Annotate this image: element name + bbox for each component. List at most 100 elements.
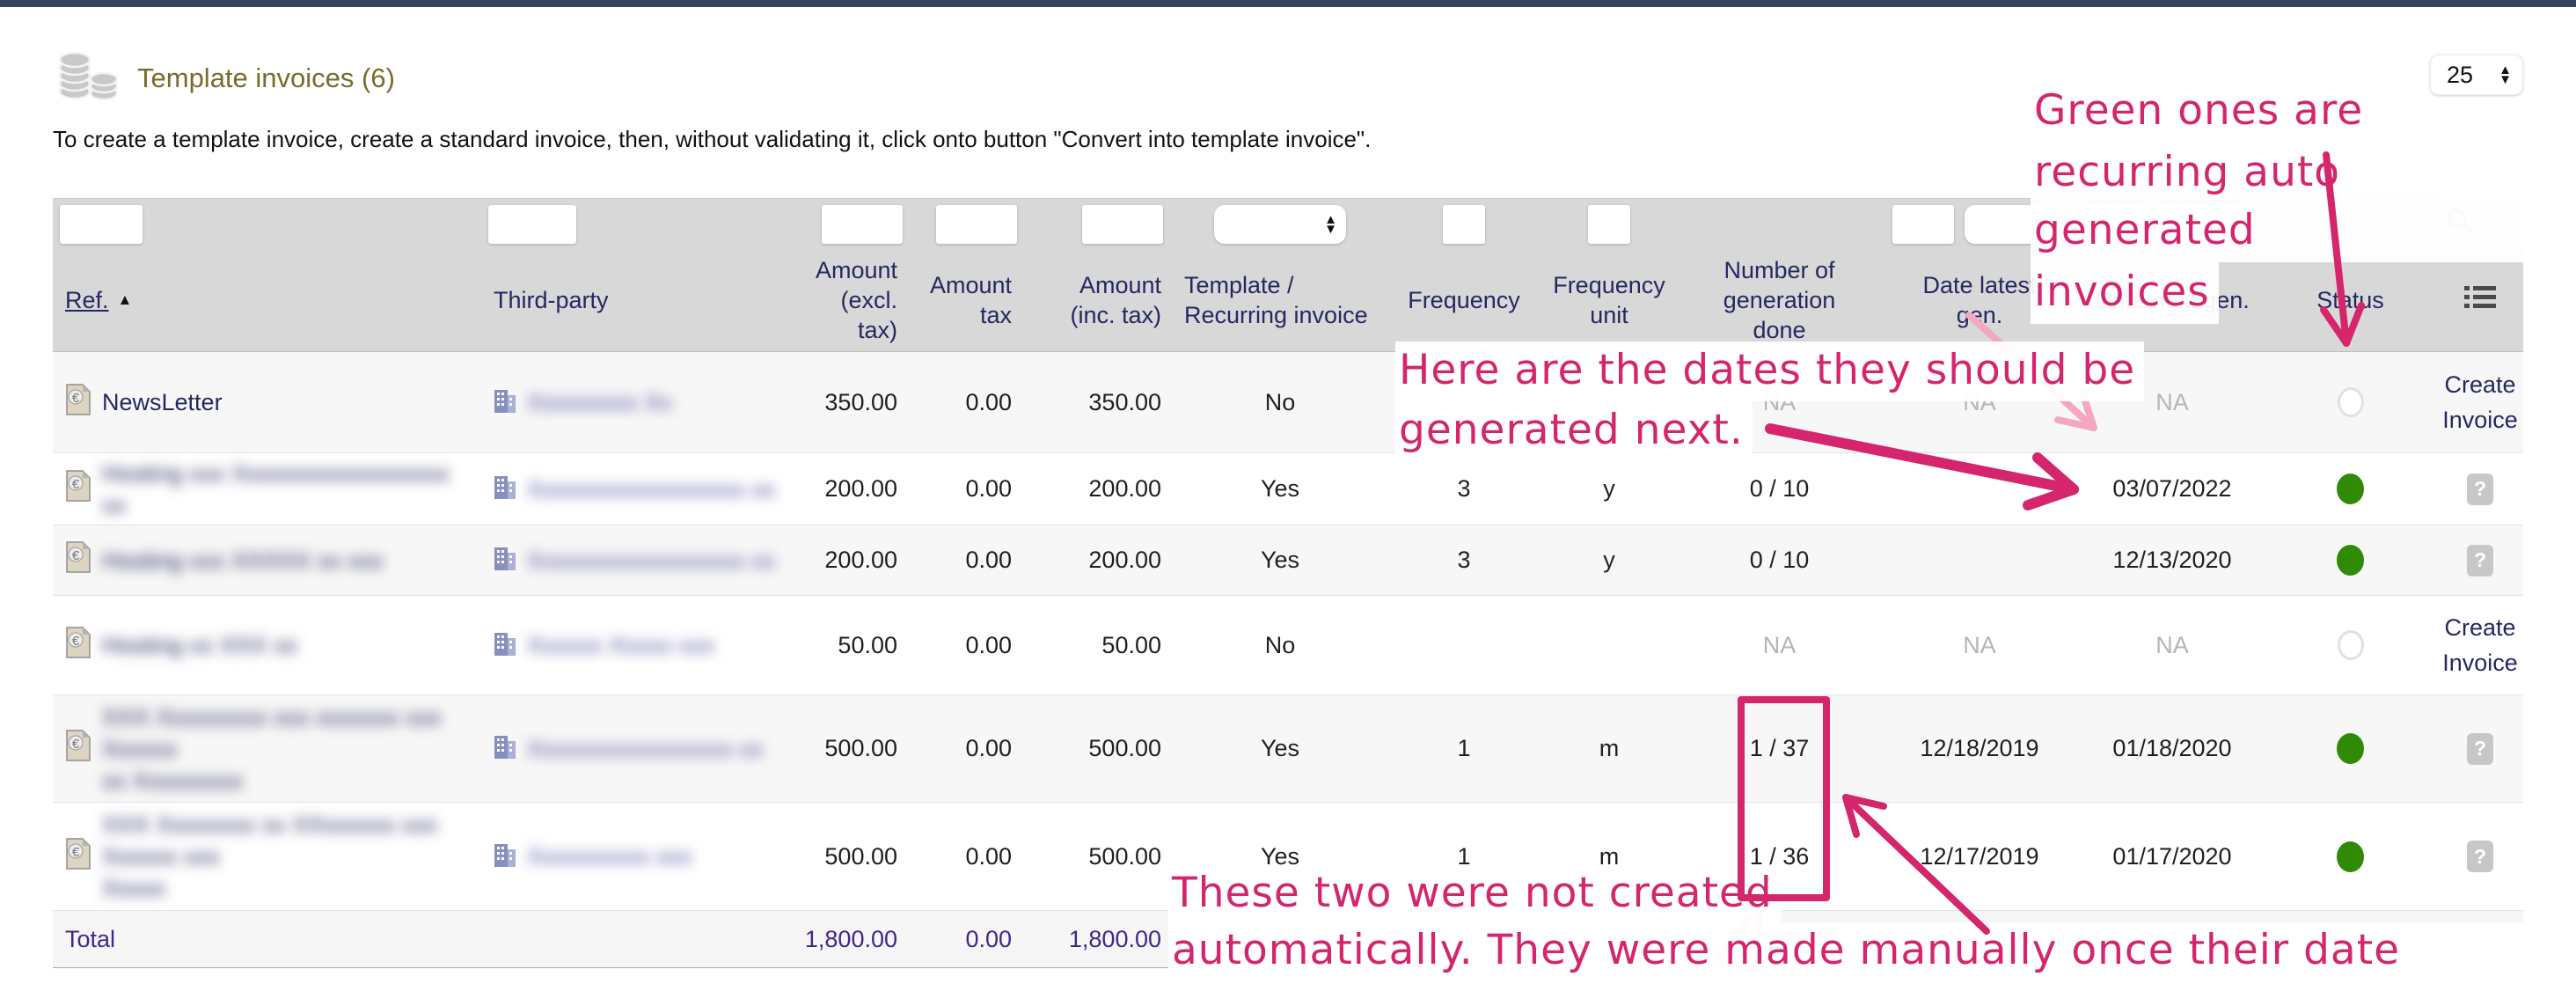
date-next-cell: 01/17/2020 [2112,842,2232,870]
template-filter-select[interactable]: ▲ ▼ [1214,204,1346,244]
column-header-third-party[interactable]: Third-party [494,287,609,313]
invoice-ref-link[interactable]: NewsLetter [102,388,223,415]
date-next-filter-select[interactable]: ▲ ▼ [2155,204,2251,244]
third-party-building-icon [494,840,516,874]
amount-inc-cell: 200.00 [1088,547,1161,573]
date-next-filter-input[interactable] [2086,204,2148,244]
page-size-select[interactable]: 25 ▲ ▼ [2430,55,2523,95]
third-party-filter-input[interactable] [488,204,576,244]
total-amount-inc: 1,800.00 [1068,925,1161,952]
invoice-ref-link[interactable]: XXX Xxxxxxxxx xxx xxxxxxx xxx Xxxxxx xx … [102,703,442,794]
status-active-icon [2337,474,2364,504]
create-invoice-button[interactable]: Create Invoice [2442,371,2518,433]
total-label: Total [65,925,116,952]
status-disabled-icon [2337,630,2364,660]
search-icon[interactable] [2446,207,2474,241]
template-cell: Yes [1260,842,1300,870]
column-header-status[interactable]: Status [2316,287,2384,313]
num-generation-cell: NA [1762,631,1797,658]
amount-inc-cell: 50.00 [1101,631,1161,658]
create-invoice-button[interactable]: Create Invoice [2442,614,2518,676]
filter-row: ▲ ▼ ▲ ▼ ▲ ▼ ✕ [53,198,2523,249]
select-spinner-icon: ▲ ▼ [1324,211,1337,237]
column-header-template[interactable]: Template / Recurring invoice [1184,272,1368,328]
third-party-building-icon [494,731,516,766]
help-icon[interactable]: ? [2467,473,2493,505]
amount-tax-cell: 0.00 [965,631,1012,658]
third-party-name: Xxxxxxxxxx xxx [527,843,692,870]
amount-inc-cell: 200.00 [1088,475,1161,502]
invoice-document-icon: € [65,626,91,665]
template-cell: No [1264,631,1296,658]
template-cell: Yes [1260,475,1300,502]
column-header-num-generation[interactable]: Number of generation done [1723,257,1836,343]
amount-inc-filter-input[interactable] [1082,204,1163,244]
sort-asc-icon: ▲ [117,291,133,308]
column-list-settings-icon[interactable] [2464,284,2496,317]
date-latest-cell [1878,525,2081,595]
frequency-unit-cell: m [1599,735,1620,761]
invoice-document-icon: € [65,383,91,422]
status-active-icon [2337,545,2364,576]
date-latest-cell [1878,453,2081,525]
help-icon[interactable]: ? [2467,841,2493,872]
select-spinner-icon: ▲ ▼ [2031,211,2044,237]
table-row: € Hosting xx XXX xx Xxxxxx Xxxxx xxx 50.… [53,596,2523,695]
column-header-amount-excl[interactable]: Amount (excl. tax) [815,257,897,343]
num-generation-cell: 1 / 36 [1749,842,1810,870]
invoice-ref-link[interactable]: Hosting xx XXX xx [102,632,298,658]
total-amount-excl: 1,800.00 [804,925,897,952]
svg-text:€: € [72,391,80,406]
ref-filter-input[interactable] [60,204,143,244]
amount-tax-filter-input[interactable] [936,204,1017,244]
frequency-filter-input[interactable] [1443,204,1485,244]
column-header-date-latest[interactable]: Date latest gen. [1922,272,2037,328]
invoice-ref-link[interactable]: Hosting xxx XXXXX xx xxx [102,547,384,574]
date-next-cell: 03/07/2022 [2112,475,2232,502]
date-latest-cell: 12/18/2019 [1920,735,2039,761]
frequency-unit-cell [1538,352,1680,452]
amount-tax-cell: 0.00 [965,735,1012,761]
invoice-ref-link[interactable]: Hosting xxx Xxxxxxxxxxxxxxxxxx xx [102,459,450,518]
table-row: € XXX Xxxxxxxx xx XXxxxxxx xxx Xxxxxx xx… [53,803,2523,911]
clear-filters-icon[interactable]: ✕ [2493,210,2514,238]
third-party-building-icon [494,472,516,506]
date-latest-cell: NA [1963,388,1996,415]
third-party-name: Xxxxxxxxxxxxxxxxxx xx [527,547,776,574]
frequency-unit-cell: m [1599,842,1620,870]
date-latest-filter-input[interactable] [1892,204,1954,244]
date-next-cell: 01/18/2020 [2112,735,2232,761]
frequency-cell: 1 [1457,735,1471,761]
amount-inc-cell: 500.00 [1088,735,1161,761]
num-generation-cell: NA [1762,388,1797,415]
select-spinner-icon: ▲ ▼ [2229,211,2243,237]
frequency-cell: 3 [1457,547,1471,573]
invoice-document-icon: € [65,837,91,877]
amount-excl-cell: 200.00 [824,547,897,573]
template-invoices-coins-icon [58,49,121,106]
status-disabled-icon [2337,387,2364,417]
status-active-icon [2337,733,2364,764]
invoice-ref-link[interactable]: XXX Xxxxxxxx xx XXxxxxxx xxx Xxxxxx xxx … [102,811,438,901]
date-latest-cell: 12/17/2019 [1920,842,2039,870]
column-header-ref[interactable]: Ref. [65,287,109,313]
date-next-cell: NA [2155,631,2189,658]
column-header-frequency[interactable]: Frequency [1408,287,1520,313]
table-row: € NewsLetter Xxxxxxxxx Xx 350.00 0.00 35… [53,352,2523,453]
column-header-date-next[interactable]: Date next gen. [2095,287,2250,313]
amount-excl-cell: 500.00 [824,735,897,761]
date-latest-filter-select[interactable]: ▲ ▼ [1965,204,2053,244]
column-header-amount-tax[interactable]: Amount tax [929,272,1012,328]
svg-text:€: € [72,845,80,860]
amount-excl-filter-input[interactable] [822,204,903,244]
column-header-amount-inc[interactable]: Amount (inc. tax) [1070,272,1161,328]
status-active-icon [2337,841,2364,872]
column-header-frequency-unit[interactable]: Frequency unit [1553,272,1665,328]
help-icon[interactable]: ? [2467,544,2493,576]
third-party-name: Xxxxxxxxx Xx [527,389,673,415]
amount-excl-cell: 500.00 [824,842,897,870]
frequency-unit-cell: y [1603,547,1615,573]
frequency-unit-filter-input[interactable] [1588,204,1630,244]
invoice-document-icon: € [65,540,91,580]
help-icon[interactable]: ? [2467,732,2493,765]
